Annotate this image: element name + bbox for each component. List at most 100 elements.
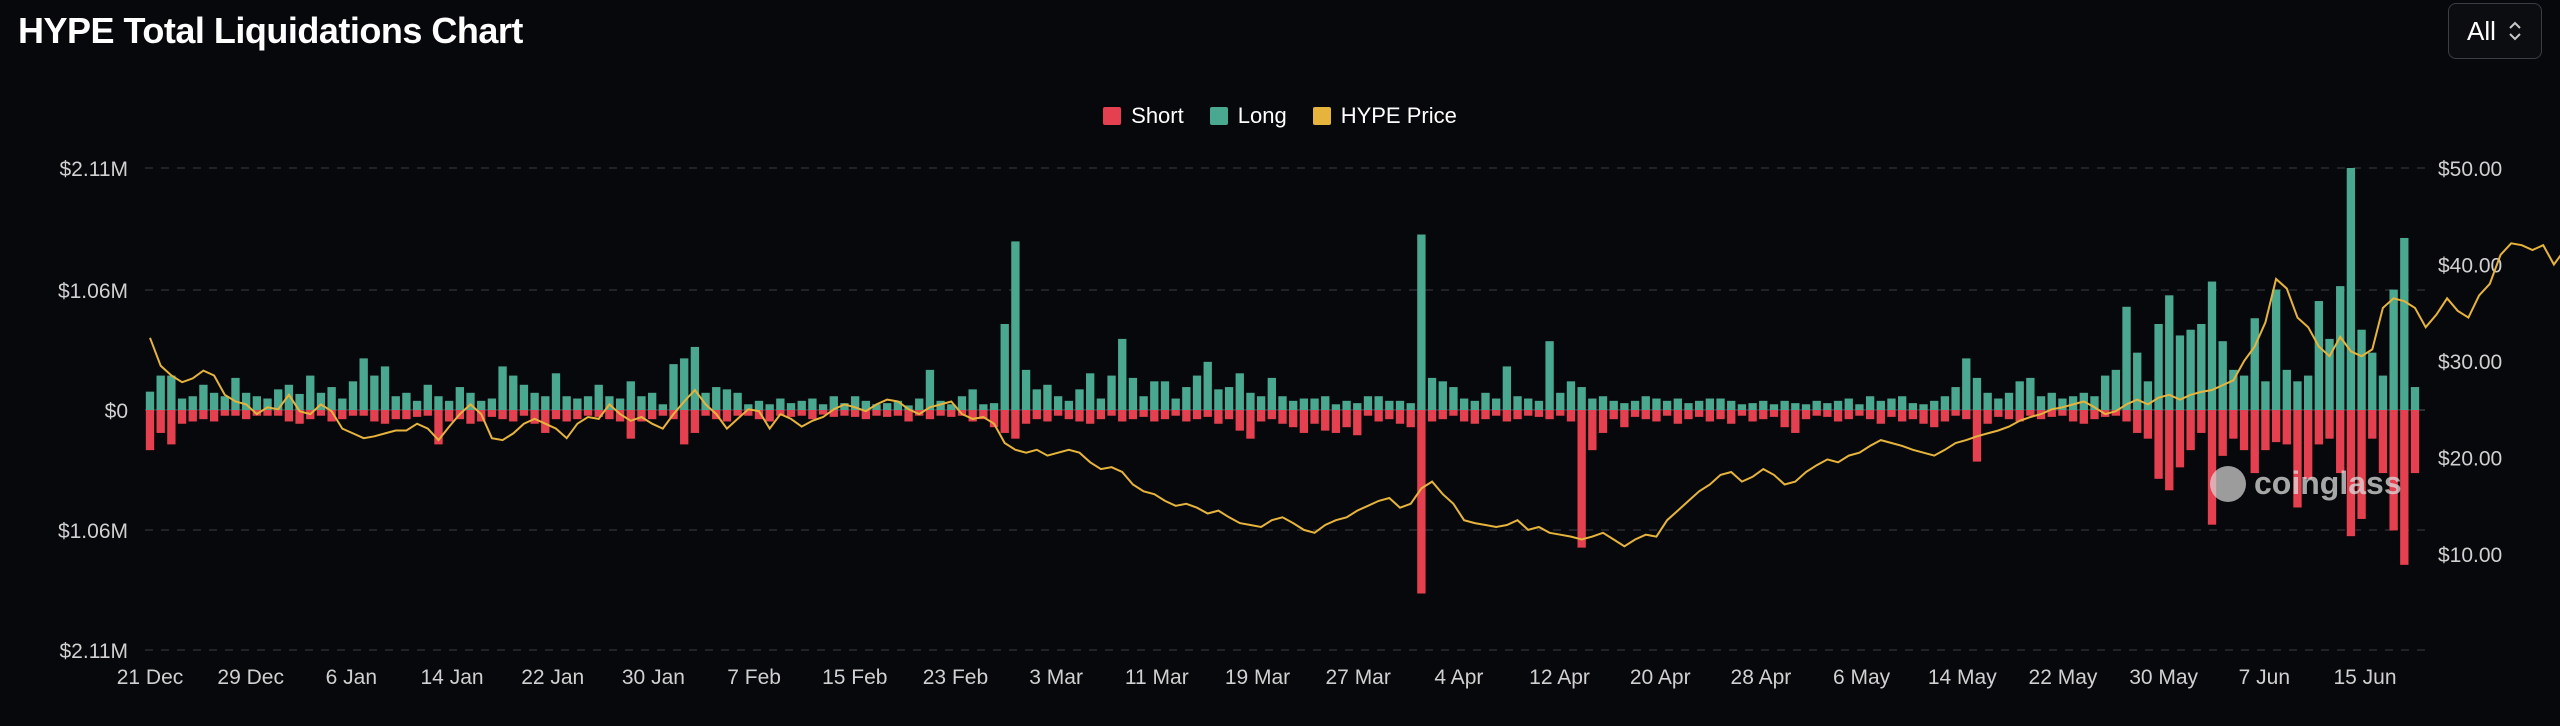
short-bar <box>1043 410 1052 422</box>
long-bar <box>2047 392 2056 410</box>
long-bar <box>2111 369 2121 410</box>
short-bar <box>1395 410 1405 424</box>
long-bar <box>637 396 646 410</box>
short-bar <box>680 410 689 445</box>
legend-item-short[interactable]: Short <box>1103 103 1184 129</box>
long-bar <box>1182 387 1191 410</box>
short-bar <box>1962 410 1971 420</box>
short-bar <box>1865 410 1875 420</box>
long-bar <box>370 375 379 410</box>
short-bar <box>1427 410 1437 422</box>
long-bar <box>1994 398 2003 410</box>
long-bar <box>1630 400 1640 410</box>
long-bar <box>2239 375 2249 410</box>
long-bar <box>2004 392 2014 410</box>
long-bar <box>1791 403 1800 410</box>
long-bar <box>2325 338 2334 410</box>
short-bar <box>1833 410 1843 422</box>
legend-item-long[interactable]: Long <box>1209 103 1287 129</box>
long-bar <box>2058 398 2067 410</box>
y-left-tick-label: $1.06M <box>58 280 128 303</box>
long-bar <box>412 400 422 410</box>
short-bar <box>1823 410 1832 417</box>
short-bar <box>1769 410 1779 417</box>
y-left-tick-label: $2.11M <box>60 158 129 181</box>
short-bar <box>615 410 625 422</box>
long-bar <box>2271 289 2281 410</box>
long-bar <box>701 392 710 410</box>
short-bar <box>338 410 347 420</box>
short-bar <box>1919 410 1928 424</box>
long-bar <box>444 400 454 410</box>
short-bar <box>626 410 635 439</box>
short-bar <box>1908 410 1918 420</box>
long-bar <box>562 396 571 410</box>
long-bar <box>2036 396 2046 410</box>
short-bar <box>1214 410 1223 424</box>
long-bar <box>786 403 796 410</box>
long-bar <box>1299 398 1309 410</box>
x-tick-label: 22 Jan <box>521 666 584 689</box>
short-bar <box>947 410 956 417</box>
short-bar <box>1406 410 1415 428</box>
y-right-tick-label: $50.00 <box>2438 158 2502 181</box>
short-bar <box>1898 410 1907 422</box>
long-bar <box>1096 398 1106 410</box>
short-bar <box>2207 410 2217 525</box>
long-bar <box>893 400 903 410</box>
short-bar <box>744 410 753 416</box>
short-bar <box>412 410 422 417</box>
time-range-select[interactable]: All <box>2448 3 2542 59</box>
short-bar <box>2133 410 2142 433</box>
short-bar <box>701 410 710 416</box>
x-tick-label: 12 Apr <box>1529 666 1590 689</box>
x-tick-label: 14 May <box>1928 666 1997 689</box>
long-bar <box>1449 387 1458 410</box>
short-bar <box>861 410 870 420</box>
long-bar <box>2250 318 2259 410</box>
short-bar <box>1545 410 1554 420</box>
legend-item-price[interactable]: HYPE Price <box>1312 103 1457 129</box>
short-bar <box>231 410 240 416</box>
long-bar <box>2186 329 2195 410</box>
long-bar <box>712 387 721 410</box>
long-bar <box>1321 396 1330 410</box>
x-tick-label: 30 Jan <box>622 666 685 689</box>
long-bar <box>1769 404 1779 410</box>
short-bar <box>2079 410 2088 424</box>
long-bar <box>1727 400 1736 410</box>
legend-label-price: HYPE Price <box>1340 103 1457 128</box>
long-bar <box>348 381 358 410</box>
long-bar <box>2133 352 2142 410</box>
short-bar <box>2229 410 2238 439</box>
long-bar <box>1737 404 1747 410</box>
short-bar <box>551 410 561 420</box>
long-bar <box>209 392 219 410</box>
short-bar <box>1363 410 1373 416</box>
long-bar <box>1695 400 1704 410</box>
short-bar <box>989 410 999 428</box>
long-bar <box>1000 323 1009 410</box>
long-bar <box>1139 396 1148 410</box>
short-bar <box>541 410 550 433</box>
short-bar <box>583 410 593 416</box>
short-bar <box>1459 410 1469 422</box>
short-bar <box>562 410 571 422</box>
short-bar <box>2303 410 2313 479</box>
short-bar <box>1887 410 1896 417</box>
short-bar <box>156 410 165 433</box>
long-bar <box>1780 400 1789 410</box>
short-bar <box>1492 410 1501 416</box>
short-bar <box>1994 410 2003 417</box>
short-bar <box>1128 410 1138 420</box>
long-bar <box>722 389 732 410</box>
long-bar <box>1053 396 1063 410</box>
short-bar <box>904 410 913 422</box>
short-bar <box>2336 410 2345 474</box>
short-bar <box>797 410 806 416</box>
long-bar <box>380 366 390 410</box>
long-bar <box>1833 400 1843 410</box>
short-bar <box>1150 410 1159 422</box>
x-tick-label: 23 Feb <box>923 666 988 689</box>
long-bar <box>1919 404 1928 410</box>
